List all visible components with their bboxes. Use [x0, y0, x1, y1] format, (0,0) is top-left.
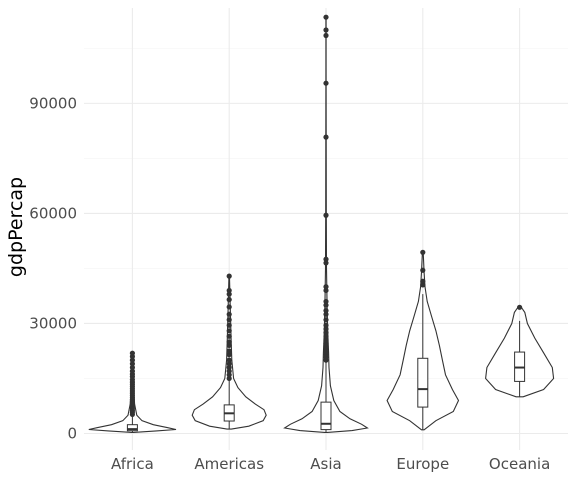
outlier-point: [226, 311, 232, 317]
outlier-point: [226, 342, 232, 349]
outlier-point: [323, 14, 329, 20]
outlier-point: [129, 364, 135, 371]
outlier-point: [323, 287, 329, 294]
outlier-point: [226, 287, 232, 294]
x-tick-label: Europe: [396, 455, 449, 473]
outlier-point: [323, 260, 329, 266]
violin-group-africa: [88, 350, 177, 433]
outlier-point: [323, 284, 329, 290]
outlier-point: [226, 339, 232, 345]
outlier-point: [420, 278, 426, 284]
outlier-point: [323, 80, 329, 86]
x-tick-label: Americas: [194, 455, 264, 473]
x-tick-label: Asia: [310, 455, 341, 473]
violin-group-oceania: [485, 304, 555, 398]
box: [417, 357, 429, 408]
outlier-point: [226, 368, 232, 374]
outlier-point: [226, 372, 232, 378]
outlier-point: [129, 357, 135, 363]
outlier-point: [420, 249, 426, 255]
outlier-point: [129, 350, 135, 356]
outlier-point: [323, 308, 329, 314]
outlier-point: [323, 302, 329, 308]
outlier-point: [517, 304, 523, 310]
outlier-point: [323, 32, 329, 39]
outlier-point: [323, 311, 329, 317]
y-tick-label: 30000: [29, 314, 77, 332]
outlier-point: [226, 364, 232, 371]
violin-group-europe: [386, 249, 460, 431]
outlier-point: [226, 317, 232, 323]
outlier-point: [420, 267, 426, 273]
x-tick-label: Oceania: [489, 455, 550, 473]
outlier-point: [323, 330, 329, 336]
outlier-point: [226, 352, 232, 358]
y-tick-label: 90000: [29, 94, 77, 112]
outlier-point: [323, 317, 329, 323]
outlier-point: [323, 212, 329, 218]
y-axis-title: gdpPercap: [5, 177, 27, 277]
outlier-point: [226, 357, 232, 363]
outlier-point: [226, 322, 232, 328]
y-tick-label: 0: [67, 424, 77, 442]
outlier-point: [323, 298, 329, 305]
outlier-point: [226, 273, 232, 279]
violin-group-asia: [283, 14, 369, 433]
outlier-point: [323, 341, 329, 347]
outlier-point: [420, 282, 426, 288]
box: [320, 401, 332, 431]
outlier-point: [323, 27, 329, 33]
outlier-point: [323, 337, 329, 343]
outlier-point: [323, 333, 329, 339]
x-tick-label: Africa: [111, 455, 154, 473]
outlier-point: [323, 326, 329, 332]
outlier-point: [129, 361, 135, 367]
outlier-point: [226, 361, 232, 367]
outlier-point: [226, 304, 232, 310]
outlier-point: [226, 328, 232, 334]
outlier-point: [226, 333, 232, 339]
x-axis-ticks: Africa Americas Asia Europe Oceania: [111, 455, 550, 473]
y-tick-label: 60000: [29, 204, 77, 222]
violin-marks: [88, 14, 555, 433]
outlier-point: [226, 375, 232, 382]
outlier-point: [323, 322, 329, 328]
outlier-point: [323, 256, 329, 262]
violin-group-americas: [191, 273, 267, 430]
box: [126, 424, 138, 432]
outlier-point: [226, 297, 232, 303]
outlier-point: [226, 348, 232, 354]
outlier-point: [226, 291, 232, 297]
outlier-point: [323, 134, 329, 140]
y-axis-ticks: 0 30000 60000 90000: [29, 94, 77, 442]
outlier-point: [129, 368, 135, 374]
